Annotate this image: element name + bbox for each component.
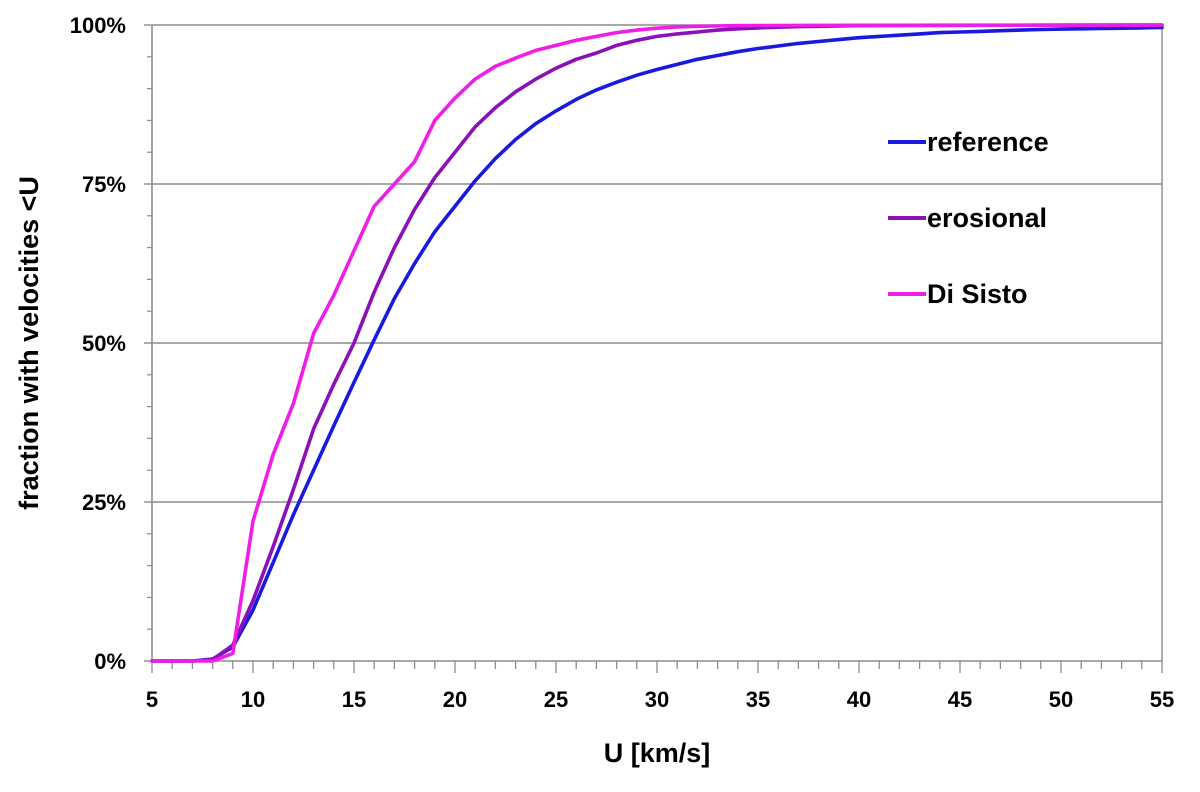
- y-axis-title: fraction with velocities <U: [14, 176, 44, 510]
- y-tick-label: 50%: [82, 331, 126, 356]
- grid: [152, 24, 1163, 661]
- legend: reference erosional Di Sisto: [888, 127, 1049, 309]
- x-tick-label: 35: [746, 687, 770, 712]
- x-tick-label: 50: [1049, 687, 1073, 712]
- series-line-di-sisto: [150, 23, 1164, 663]
- legend-label-erosional: erosional: [927, 203, 1047, 233]
- series-group: [150, 23, 1164, 663]
- x-tick-label: 30: [645, 687, 669, 712]
- x-tick-label: 25: [544, 687, 568, 712]
- y-tick-label: 100%: [70, 13, 126, 38]
- x-tick-label: 15: [342, 687, 366, 712]
- axes: 0% 25% 50% 75% 100% 5 10 15 20 25 30 35 40 45 50 55: [70, 13, 1175, 712]
- legend-label-di-sisto: Di Sisto: [927, 279, 1028, 309]
- x-tick-label: 5: [146, 687, 158, 712]
- x-tick-label: 55: [1150, 687, 1174, 712]
- y-tick-label: 25%: [82, 490, 126, 515]
- legend-label-reference: reference: [927, 127, 1049, 157]
- series-line-reference: [150, 25, 1164, 663]
- x-axis-title: U [km/s]: [604, 738, 711, 768]
- x-tick-label: 10: [241, 687, 265, 712]
- x-tick-label: 20: [443, 687, 467, 712]
- x-tick-label: 45: [948, 687, 972, 712]
- x-tick-label: 40: [847, 687, 871, 712]
- y-tick-label: 0%: [94, 649, 126, 674]
- y-tick-label: 75%: [82, 172, 126, 197]
